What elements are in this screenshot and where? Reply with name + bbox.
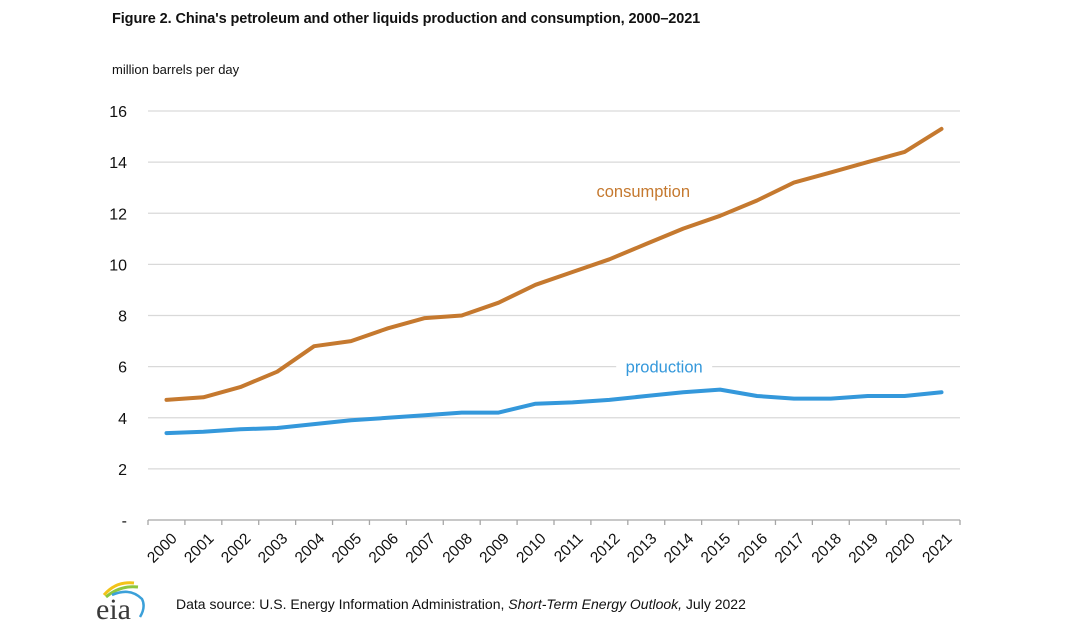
- x-tick-label: 2015: [698, 530, 734, 566]
- x-tick-label: 2021: [919, 530, 955, 566]
- x-tick-label: 2013: [624, 530, 660, 566]
- series-label-background: [616, 357, 713, 378]
- y-axis-tick-labels: - 2 4 6 8 10 12 14 16: [109, 104, 127, 530]
- x-tick-label: 2014: [661, 530, 698, 567]
- source-suffix: July 2022: [682, 596, 746, 612]
- y-tick-label: 14: [109, 155, 127, 172]
- chart-title: Figure 2. China's petroleum and other li…: [112, 11, 701, 27]
- x-tick-label: 2016: [735, 530, 771, 566]
- x-tick-label: 2007: [403, 530, 439, 566]
- eia-logo-text: eia: [96, 593, 131, 623]
- x-tick-label: 2002: [218, 530, 254, 566]
- x-tick-label: 2001: [181, 530, 217, 566]
- gridlines: [148, 110, 960, 470]
- y-tick-label: 4: [118, 411, 127, 428]
- x-tick-label: 2019: [846, 530, 882, 566]
- y-tick-label: 10: [109, 257, 127, 274]
- y-tick-label: 2: [118, 462, 127, 479]
- x-tick-label: 2006: [366, 530, 402, 566]
- x-tick-label: 2000: [144, 530, 181, 567]
- x-tick-label: 2003: [255, 530, 291, 566]
- source-publication: Short-Term Energy Outlook,: [508, 596, 683, 612]
- x-tick-label: 2008: [440, 530, 476, 566]
- y-tick-label: 6: [118, 360, 127, 377]
- y-axis-unit-label: million barrels per day: [112, 62, 240, 77]
- data-source-note: Data source: U.S. Energy Information Adm…: [176, 596, 746, 612]
- x-axis: [147, 519, 961, 525]
- series-line-production: [164, 387, 944, 436]
- x-tick-label: 2005: [329, 530, 365, 566]
- series-label-production: production: [626, 359, 703, 377]
- series-line-consumption: [164, 126, 944, 402]
- y-tick-label: -: [122, 513, 127, 530]
- y-tick-label: 12: [109, 206, 127, 223]
- series-labels: consumption production: [596, 183, 713, 378]
- y-tick-label: 16: [109, 104, 127, 121]
- x-tick-label: 2004: [292, 530, 329, 567]
- x-tick-label: 2018: [809, 530, 845, 566]
- x-tick-label: 2011: [551, 530, 587, 566]
- x-tick-label: 2009: [476, 530, 512, 566]
- x-tick-label: 2010: [513, 530, 550, 567]
- x-tick-label: 2012: [587, 530, 623, 566]
- y-tick-label: 8: [118, 309, 127, 326]
- x-tick-label: 2020: [882, 530, 919, 567]
- series-lines: [164, 126, 944, 436]
- x-axis-tick-labels: 2000 2001 2002 2003 2004 2005 2006 2007 2008 2009…: [144, 530, 955, 567]
- series-label-consumption: consumption: [596, 183, 690, 201]
- x-tick-label: 2017: [772, 530, 808, 566]
- eia-logo: eia: [94, 577, 154, 626]
- source-prefix: Data source: U.S. Energy Information Adm…: [176, 596, 509, 612]
